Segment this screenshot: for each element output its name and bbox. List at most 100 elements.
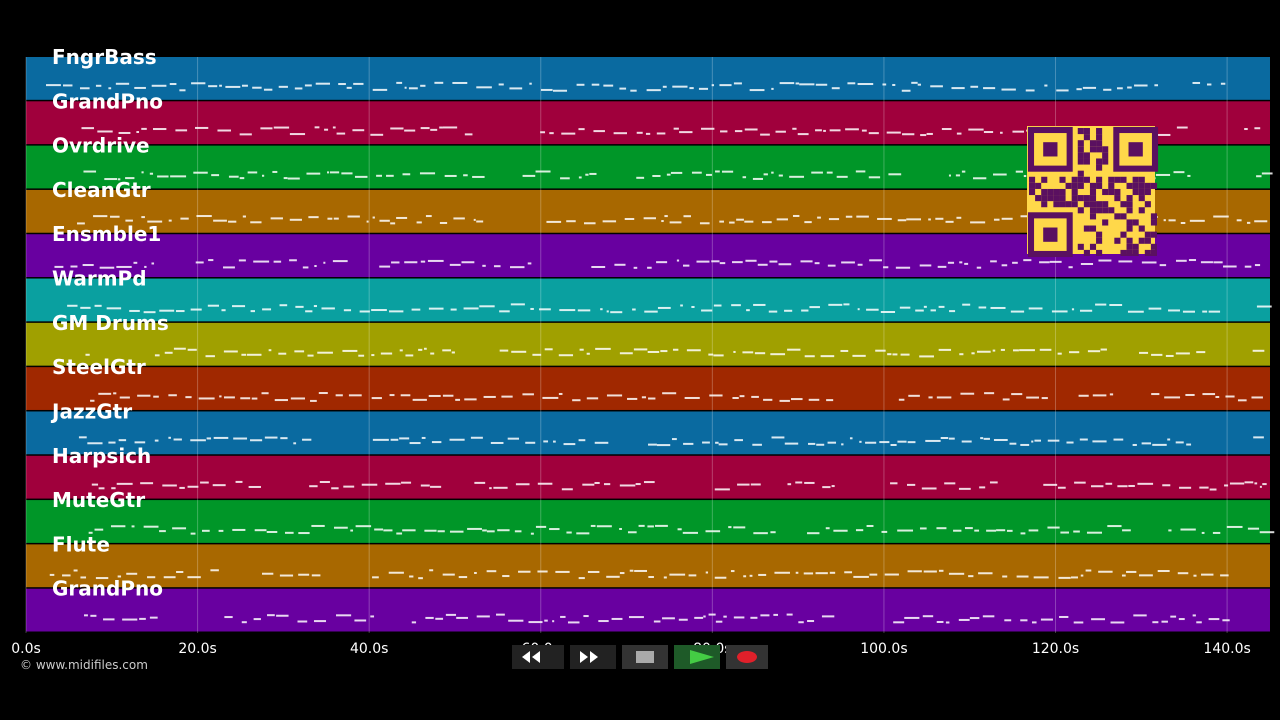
qr-cell bbox=[1150, 219, 1157, 226]
rewind-button[interactable] bbox=[512, 645, 564, 669]
forward-button[interactable] bbox=[570, 645, 616, 669]
note bbox=[814, 262, 820, 265]
note bbox=[108, 87, 112, 90]
note bbox=[898, 398, 905, 401]
note bbox=[1116, 87, 1123, 90]
note bbox=[899, 306, 911, 309]
qr-cell bbox=[1071, 195, 1078, 202]
note bbox=[193, 171, 208, 174]
note bbox=[164, 351, 173, 354]
track-band bbox=[26, 57, 1270, 100]
note bbox=[527, 262, 532, 265]
qr-cell bbox=[1096, 176, 1103, 183]
note bbox=[1117, 485, 1128, 488]
note bbox=[619, 87, 627, 90]
note bbox=[743, 575, 747, 578]
note bbox=[187, 576, 201, 579]
note bbox=[284, 531, 294, 534]
note bbox=[1175, 441, 1184, 444]
qr-cell bbox=[1059, 195, 1066, 202]
note bbox=[253, 260, 270, 263]
note bbox=[342, 349, 358, 352]
note bbox=[1244, 265, 1252, 268]
note bbox=[856, 215, 869, 218]
qr-cell bbox=[1089, 213, 1097, 220]
note bbox=[974, 529, 980, 532]
note bbox=[371, 309, 387, 312]
note bbox=[869, 259, 882, 262]
qr-cell bbox=[1077, 146, 1084, 153]
note bbox=[232, 528, 246, 531]
note bbox=[1128, 484, 1135, 487]
note bbox=[979, 486, 986, 489]
note bbox=[1127, 86, 1132, 89]
note bbox=[141, 127, 147, 130]
note bbox=[930, 85, 943, 88]
note bbox=[799, 83, 815, 86]
record-button[interactable] bbox=[726, 645, 768, 669]
note bbox=[662, 617, 675, 620]
note bbox=[875, 349, 886, 352]
stop-button[interactable] bbox=[622, 645, 668, 669]
note bbox=[376, 174, 382, 177]
note bbox=[795, 571, 799, 574]
note bbox=[476, 615, 490, 618]
notes bbox=[46, 81, 1275, 624]
note bbox=[1000, 348, 1005, 351]
note bbox=[566, 220, 576, 223]
note bbox=[115, 82, 130, 85]
note bbox=[938, 305, 945, 308]
note bbox=[789, 175, 805, 178]
note bbox=[583, 615, 589, 618]
note bbox=[1254, 127, 1261, 130]
note bbox=[590, 524, 596, 527]
note bbox=[670, 171, 683, 174]
note bbox=[694, 616, 704, 619]
note bbox=[1127, 310, 1144, 313]
note bbox=[868, 176, 881, 179]
note bbox=[731, 304, 741, 307]
note bbox=[792, 214, 800, 217]
note bbox=[332, 260, 348, 263]
note bbox=[113, 392, 117, 395]
note bbox=[778, 174, 783, 177]
qr-cell bbox=[1053, 201, 1060, 208]
note bbox=[445, 613, 457, 616]
note bbox=[361, 483, 378, 486]
note bbox=[90, 399, 95, 402]
note bbox=[776, 218, 788, 221]
note bbox=[239, 177, 245, 180]
note bbox=[968, 575, 974, 578]
note bbox=[1132, 443, 1137, 446]
note bbox=[493, 265, 501, 268]
note bbox=[750, 483, 761, 486]
qr-cell bbox=[1065, 182, 1072, 189]
note bbox=[1016, 575, 1029, 578]
note bbox=[742, 351, 754, 354]
note bbox=[283, 177, 288, 180]
note bbox=[416, 221, 422, 224]
qr-cell bbox=[1096, 134, 1103, 141]
qr-cell bbox=[1047, 195, 1054, 202]
note bbox=[542, 396, 559, 399]
note bbox=[187, 348, 197, 351]
qr-cell bbox=[1096, 182, 1103, 189]
note bbox=[350, 529, 354, 532]
note bbox=[134, 441, 146, 444]
note bbox=[587, 570, 600, 573]
note bbox=[294, 87, 303, 90]
note bbox=[1262, 483, 1267, 486]
note bbox=[336, 614, 352, 617]
note bbox=[773, 613, 779, 616]
note bbox=[964, 262, 969, 265]
note bbox=[118, 439, 127, 442]
qr-finder bbox=[1043, 142, 1058, 157]
play-button[interactable] bbox=[674, 645, 720, 669]
note bbox=[1256, 305, 1272, 308]
note bbox=[1222, 619, 1230, 622]
note bbox=[420, 84, 426, 87]
qr-cell bbox=[1108, 182, 1115, 189]
note bbox=[543, 440, 549, 443]
qr-cell bbox=[1150, 249, 1157, 256]
note bbox=[1215, 396, 1220, 399]
